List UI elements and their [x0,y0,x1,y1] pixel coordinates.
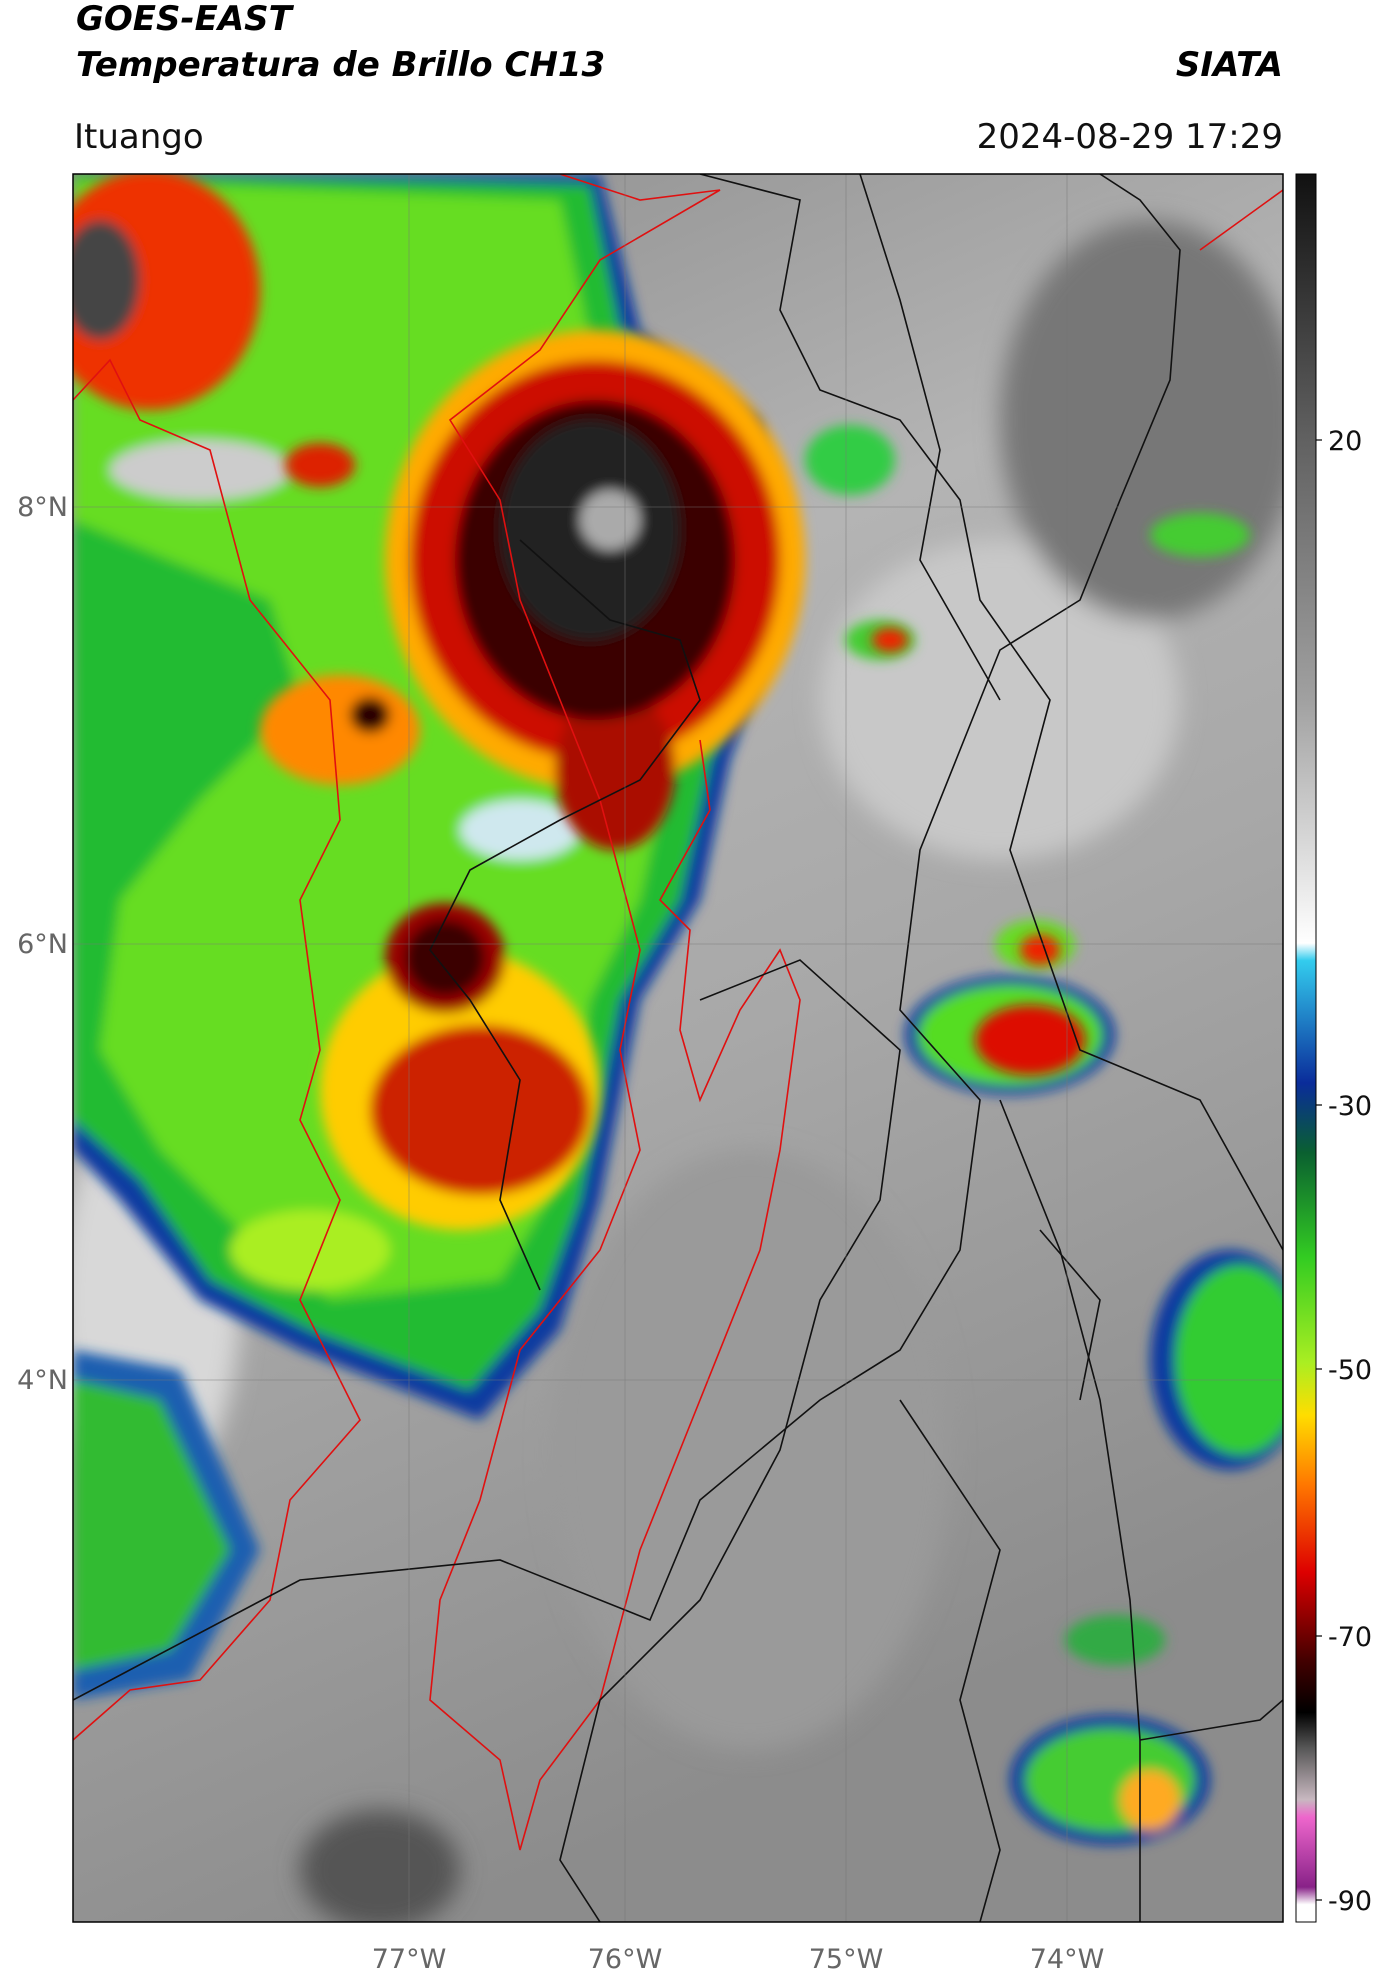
boundaries [73,174,1283,1922]
lat-label: 4°N [17,1365,68,1396]
colorbar-label: 20 [1328,426,1362,457]
lat-label: 8°N [17,492,68,523]
lon-label: 75°W [809,1944,884,1975]
colorbar-label: -70 [1328,1622,1372,1653]
location: Ituango [74,117,204,157]
colorbar-ticks [1316,439,1322,1901]
lon-label: 76°W [588,1944,663,1975]
lon-label: 77°W [372,1944,447,1975]
lon-label: 74°W [1030,1944,1105,1975]
colorbar-label: -90 [1328,1886,1372,1917]
colorbar-label: -50 [1328,1355,1372,1386]
source-title: GOES-EAST [76,0,295,39]
colorbar-label: -30 [1328,1091,1372,1122]
agency: SIATA [1176,45,1283,85]
graticule [73,174,1283,1922]
map-frame [72,173,1284,1923]
datetime: 2024-08-29 17:29 [977,117,1283,157]
colorbar [1295,173,1317,1923]
satellite-image [73,174,1283,1922]
product-title: Temperatura de Brillo CH13 [76,45,605,85]
lat-label: 6°N [17,929,68,960]
